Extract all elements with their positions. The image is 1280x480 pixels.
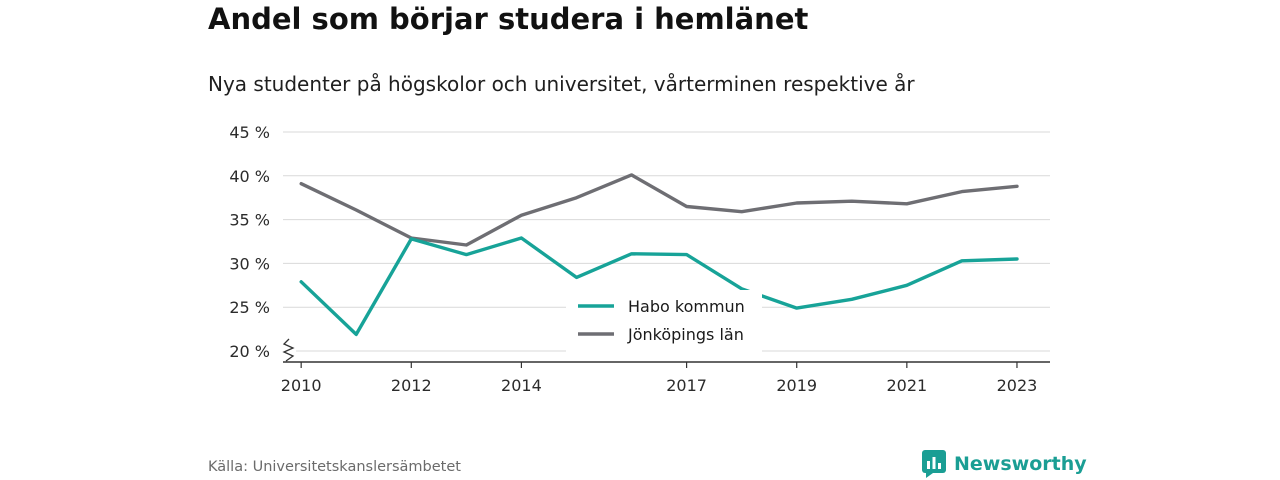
x-tick-label: 2010: [281, 376, 322, 395]
brand-name: Newsworthy: [954, 453, 1087, 475]
x-tick-label: 2023: [997, 376, 1038, 395]
chart-subtitle: Nya studenter på högskolor och universit…: [208, 72, 915, 96]
x-tick-label: 2012: [391, 376, 432, 395]
x-tick-label: 2021: [886, 376, 927, 395]
axis-break-mark: [282, 338, 295, 362]
legend-label: Jönköpings län: [627, 325, 744, 344]
x-tick-label: 2017: [666, 376, 707, 395]
y-tick-label: 30 %: [229, 254, 270, 273]
y-tick-label: 45 %: [229, 123, 270, 142]
brand-logo[interactable]: Newsworthy: [922, 450, 1087, 478]
x-tick-label: 2019: [776, 376, 817, 395]
legend-background: [566, 290, 762, 352]
y-tick-label: 35 %: [229, 211, 270, 230]
newsworthy-logo-icon: [922, 450, 946, 478]
source-note: Källa: Universitetskanslersämbetet: [208, 459, 461, 475]
y-tick-label: 20 %: [229, 342, 270, 361]
chart-title: Andel som börjar studera i hemlänet: [208, 2, 809, 36]
series-line-j-nk-pings-l-n: [299, 173, 1019, 247]
y-tick-label: 25 %: [229, 298, 270, 317]
series-line-habo-kommun: [299, 236, 1019, 337]
x-tick-label: 2014: [501, 376, 542, 395]
y-tick-label: 40 %: [229, 167, 270, 186]
legend-label: Habo kommun: [628, 297, 745, 316]
